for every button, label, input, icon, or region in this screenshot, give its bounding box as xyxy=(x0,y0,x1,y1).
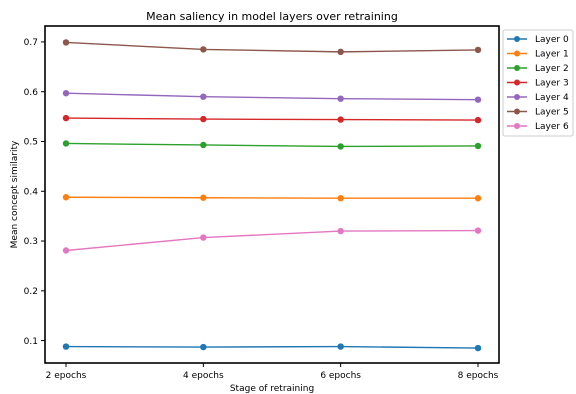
data-point xyxy=(62,39,70,46)
legend-item: Layer 1 xyxy=(507,50,569,60)
data-point xyxy=(62,247,70,254)
y-tick-label: 0.3 xyxy=(24,237,38,247)
data-point xyxy=(474,142,482,150)
legend-label: Layer 2 xyxy=(535,64,569,74)
series-layer-1 xyxy=(62,194,482,202)
data-point xyxy=(62,140,70,147)
legend-swatch-marker xyxy=(514,36,520,42)
data-point xyxy=(337,48,344,56)
data-point xyxy=(474,227,482,234)
legend-label: Layer 3 xyxy=(535,79,569,89)
series-line xyxy=(65,142,479,148)
data-point xyxy=(200,343,207,351)
series-layer-0 xyxy=(62,343,482,352)
y-tick-label: 0.7 xyxy=(24,38,38,48)
legend-item: Layer 6 xyxy=(507,122,569,132)
data-point xyxy=(62,114,70,122)
legend-swatch-marker xyxy=(514,79,520,86)
legend-swatch-marker xyxy=(514,65,520,71)
data-point xyxy=(200,141,207,149)
legend-item: Layer 5 xyxy=(507,108,569,118)
data-point xyxy=(474,116,482,124)
y-tick-label: 0.6 xyxy=(24,88,39,98)
data-point xyxy=(200,93,207,100)
series-layer-2 xyxy=(62,140,482,150)
legend-item: Layer 4 xyxy=(507,93,569,103)
y-axis: 0.1 0.2 0.3 0.4 0.5 0.6 0.7 xyxy=(24,38,45,347)
data-point xyxy=(62,90,70,97)
legend-swatch-marker xyxy=(514,50,520,57)
legend-swatch-marker xyxy=(514,94,520,100)
x-tick-label: 6 epochs xyxy=(320,371,361,381)
series-line xyxy=(65,92,479,101)
series-line xyxy=(65,196,478,199)
legend-frame xyxy=(502,29,574,137)
data-point xyxy=(337,143,344,150)
series-layer-4 xyxy=(62,90,482,103)
x-tick-label: 4 epochs xyxy=(183,371,224,381)
series-layer-5 xyxy=(62,39,482,56)
series-line xyxy=(65,41,479,53)
series-line xyxy=(65,345,479,349)
y-tick-label: 0.4 xyxy=(24,187,39,197)
legend-swatch-marker xyxy=(514,108,520,115)
legend: Layer 0 Layer 1 Layer 2 Layer 3 Layer 4 Layer… xyxy=(502,29,574,137)
data-point xyxy=(474,96,482,103)
data-point xyxy=(62,343,70,350)
x-tick-label: 2 epochs xyxy=(46,371,87,381)
data-point xyxy=(474,195,482,202)
y-tick-label: 0.2 xyxy=(24,287,38,297)
y-axis-label: Mean concept similarity xyxy=(10,140,20,248)
data-point xyxy=(337,95,344,102)
data-point xyxy=(337,116,344,123)
series-line xyxy=(65,229,479,252)
data-point xyxy=(200,194,207,201)
series-layer-3 xyxy=(62,114,482,124)
x-axis: 2 epochs 4 epochs 6 epochs 8 epochs xyxy=(46,363,499,381)
legend-item: Layer 3 xyxy=(507,79,569,89)
y-tick-label: 0.5 xyxy=(24,138,38,148)
legend-label: Layer 0 xyxy=(535,35,569,45)
legend-swatch-marker xyxy=(514,123,520,129)
data-point xyxy=(474,344,482,352)
plot-lines xyxy=(62,39,482,352)
series-line xyxy=(65,117,479,121)
data-point xyxy=(200,234,207,241)
x-tick-label: 8 epochs xyxy=(458,371,499,381)
legend-item: Layer 2 xyxy=(507,64,569,74)
legend-label: Layer 4 xyxy=(535,93,569,103)
data-point xyxy=(337,343,344,350)
data-point xyxy=(200,115,207,123)
data-point xyxy=(474,46,482,54)
chart-title: Mean saliency in model layers over retra… xyxy=(146,10,398,23)
legend-label: Layer 5 xyxy=(535,108,569,118)
series-layer-6 xyxy=(62,227,482,254)
data-point xyxy=(200,46,207,53)
legend-label: Layer 1 xyxy=(535,50,569,60)
legend-label: Layer 6 xyxy=(535,122,569,132)
data-point xyxy=(337,227,344,235)
data-point xyxy=(337,195,344,202)
x-axis-label: Stage of retraining xyxy=(230,384,314,394)
y-tick-label: 0.1 xyxy=(24,337,38,347)
data-point xyxy=(62,194,70,201)
plot-frame xyxy=(44,25,500,364)
legend-item: Layer 0 xyxy=(507,35,569,45)
